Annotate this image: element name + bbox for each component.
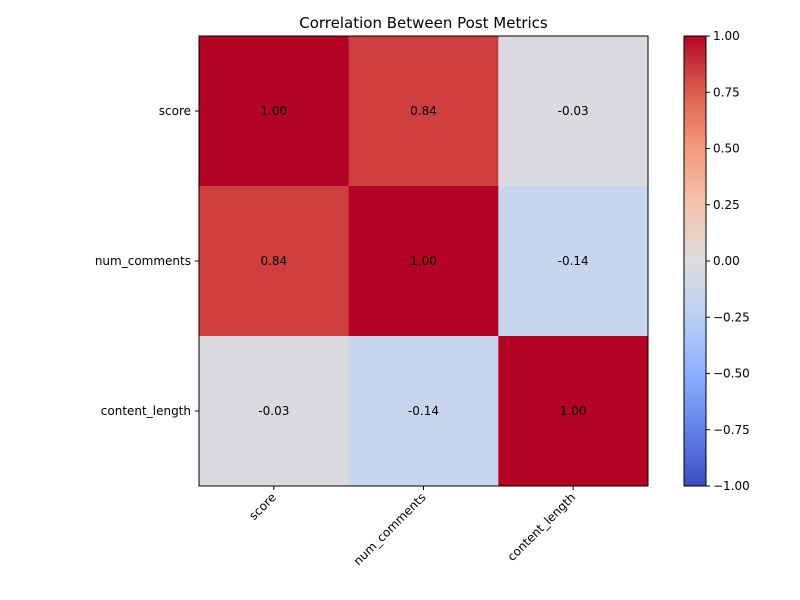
- colorbar-ticks: −1.00 −0.75 −0.50 −0.25 0.00 0.25 0.50 0.75 1.00: [706, 29, 750, 493]
- colorbar: −1.00 −0.75 −0.50 −0.25 0.00 0.25 0.50 0.75 1.00: [683, 29, 750, 493]
- y-tick-label: num_comments: [95, 254, 191, 268]
- heatmap-cell: [498, 336, 649, 487]
- cell-value-label: -0.03: [258, 404, 289, 418]
- y-tick-label: score: [159, 104, 191, 118]
- colorbar-tick-label: −1.00: [713, 479, 750, 493]
- heatmap-cell: [199, 36, 350, 187]
- colorbar-tick-label: 0.00: [713, 254, 740, 268]
- cell-value-label: 1.00: [410, 254, 437, 268]
- cell-value-label: 1.00: [560, 404, 587, 418]
- heatmap-cell: [348, 336, 499, 487]
- heatmap-cell: [348, 36, 499, 187]
- x-tick-label: num_comments: [351, 490, 429, 568]
- cell-value-label: 0.84: [260, 254, 287, 268]
- colorbar-tick-label: −0.50: [713, 367, 750, 381]
- cell-value-label: -0.03: [558, 104, 589, 118]
- cell-value-label: -0.14: [558, 254, 589, 268]
- colorbar-tick-label: −0.75: [713, 423, 750, 437]
- y-axis: score num_comments content_length: [95, 104, 199, 418]
- x-tick-label: score: [246, 490, 279, 523]
- heatmap-cells: [199, 36, 649, 487]
- colorbar-tick-label: 0.75: [713, 85, 740, 99]
- colorbar-tick-label: 0.25: [713, 198, 740, 212]
- colorbar-tick-label: 1.00: [713, 29, 740, 43]
- x-axis: score num_comments content_length: [246, 486, 578, 568]
- colorbar-tick-label: 0.50: [713, 142, 740, 156]
- heatmap-cell: [348, 186, 499, 337]
- cell-value-label: -0.14: [408, 404, 439, 418]
- cell-value-label: 1.00: [260, 104, 287, 118]
- heatmap-cell: [498, 36, 649, 187]
- heatmap-cell: [199, 336, 350, 487]
- y-tick-label: content_length: [101, 404, 191, 418]
- colorbar-tick-label: −0.25: [713, 310, 750, 324]
- heatmap-cell-labels: 1.00 0.84 -0.03 0.84 1.00 -0.14 -0.03 -0.14 1.00: [258, 104, 588, 418]
- chart-title: Correlation Between Post Metrics: [299, 14, 548, 32]
- colorbar-fill: [684, 36, 706, 486]
- cell-value-label: 0.84: [410, 104, 437, 118]
- heatmap-cell: [498, 186, 649, 337]
- heatmap-cell: [199, 186, 350, 337]
- x-tick-label: content_length: [505, 490, 579, 564]
